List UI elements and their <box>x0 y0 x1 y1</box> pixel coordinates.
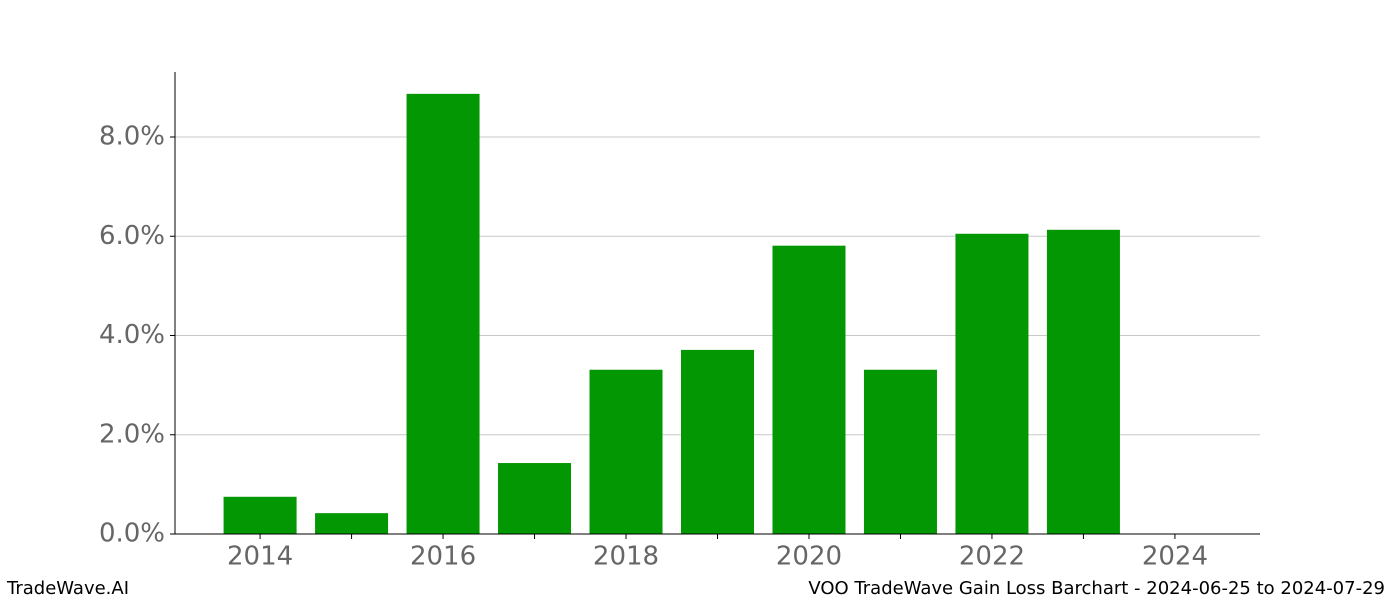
bar <box>1046 229 1120 534</box>
y-tick-label: 4.0% <box>99 320 165 350</box>
y-tick-label: 6.0% <box>99 221 165 251</box>
x-tick-label: 2024 <box>1142 542 1208 572</box>
y-tick-label: 2.0% <box>99 419 165 449</box>
bar <box>772 245 846 534</box>
y-tick-label: 0.0% <box>99 519 165 549</box>
x-tick-label: 2016 <box>410 542 476 572</box>
bar <box>498 463 572 534</box>
footer-brand: TradeWave.AI <box>6 578 129 599</box>
bar <box>955 233 1029 535</box>
y-tick-label: 8.0% <box>99 122 165 152</box>
footer-caption: VOO TradeWave Gain Loss Barchart - 2024-… <box>808 578 1385 599</box>
bar <box>223 496 297 534</box>
x-tick-label: 2018 <box>593 542 659 572</box>
bar <box>589 369 663 534</box>
bar <box>681 349 754 534</box>
x-tick-label: 2014 <box>227 542 293 572</box>
bar <box>406 93 480 534</box>
bar <box>315 513 389 534</box>
bar <box>863 369 937 534</box>
x-tick-label: 2020 <box>776 542 842 572</box>
x-tick-label: 2022 <box>959 542 1025 572</box>
